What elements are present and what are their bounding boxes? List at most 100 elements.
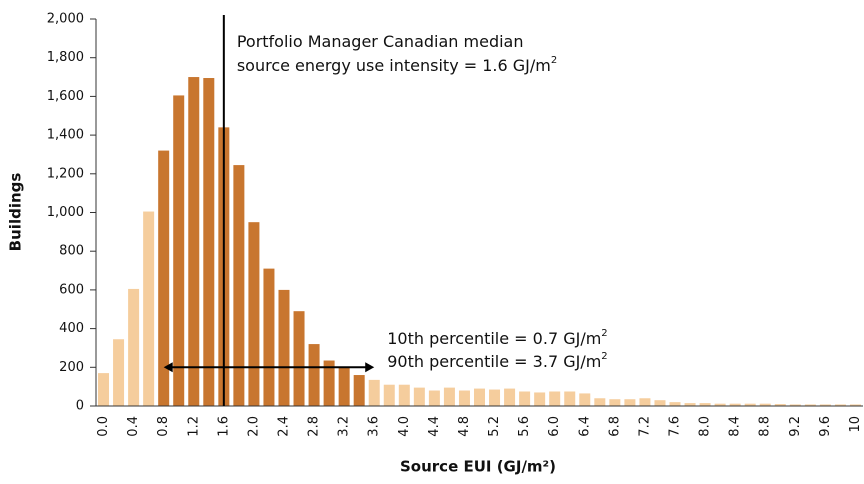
annotation-text: Portfolio Manager Canadian median	[237, 32, 524, 51]
x-tick-label: 9.6	[818, 416, 833, 437]
bar	[819, 404, 831, 406]
bar	[699, 403, 711, 406]
bar	[504, 388, 516, 406]
x-tick-label: 4.0	[397, 416, 412, 437]
bar	[143, 211, 155, 406]
annotation-text: 90th percentile = 3.7 GJ/m	[387, 352, 601, 371]
bar	[98, 373, 110, 406]
bar	[759, 403, 771, 406]
bar	[248, 222, 260, 406]
bar	[624, 399, 636, 406]
x-tick-label: 0.8	[156, 416, 171, 437]
x-tick-label: 2.8	[307, 416, 322, 437]
x-tick-label: 8.4	[728, 416, 743, 437]
bar	[353, 375, 365, 406]
x-axis-label: Source EUI (GJ/m²)	[400, 458, 556, 476]
y-tick-label: 600	[59, 282, 84, 297]
bar	[398, 384, 410, 406]
x-tick-label: 8.8	[758, 416, 773, 437]
bar	[804, 404, 816, 406]
percentile-annotation: 10th percentile = 0.7 GJ/m2	[387, 328, 607, 348]
x-tick-label: 3.2	[337, 416, 352, 437]
x-tick-label: 1.2	[186, 416, 201, 437]
y-tick-label: 2,000	[47, 12, 84, 27]
bar	[714, 403, 726, 406]
x-tick-label: 5.6	[517, 416, 532, 437]
bar	[308, 344, 320, 406]
x-tick-label: 5.2	[487, 416, 502, 437]
bar	[564, 391, 576, 406]
bar	[534, 392, 546, 406]
annotation-text: 10th percentile = 0.7 GJ/m	[387, 329, 601, 348]
x-tick-label: 4.4	[427, 416, 442, 437]
bar	[774, 404, 786, 406]
bar	[834, 404, 846, 406]
x-tick-label: 7.2	[637, 416, 652, 437]
y-axis-label: Buildings	[7, 173, 25, 252]
bar	[338, 367, 350, 406]
bar	[203, 78, 215, 406]
median-annotation: Portfolio Manager Canadian median	[237, 32, 524, 51]
median-annotation: source energy use intensity = 1.6 GJ/m2	[237, 55, 557, 75]
x-tick-label: 3.6	[367, 416, 382, 437]
y-tick-label: 0	[76, 399, 84, 414]
y-tick-label: 800	[59, 244, 84, 259]
bar	[669, 402, 681, 406]
bar	[458, 390, 470, 406]
bar	[188, 77, 200, 407]
bar	[519, 391, 531, 406]
x-tick-label: 1.6	[216, 416, 231, 437]
superscript: 2	[601, 351, 607, 362]
bar	[428, 390, 440, 406]
superscript: 2	[551, 55, 557, 66]
bar	[323, 360, 335, 406]
bar	[744, 403, 756, 406]
bar	[489, 389, 501, 406]
x-tick-label: 7.6	[668, 416, 683, 437]
bar	[443, 387, 455, 406]
annotation-text: source energy use intensity = 1.6 GJ/m	[237, 56, 551, 75]
y-tick-label: 400	[59, 321, 84, 336]
bar	[849, 404, 861, 406]
x-tick-label: 4.8	[457, 416, 472, 437]
x-tick-label: 6.4	[577, 416, 592, 437]
bar	[173, 95, 185, 407]
x-tick-label: 8.0	[698, 416, 713, 437]
bar	[293, 311, 305, 406]
y-tick-label: 1,600	[47, 89, 84, 104]
bar	[609, 399, 621, 406]
arrow-head	[365, 362, 375, 373]
x-tick-label: 2.4	[276, 416, 291, 437]
x-tick-label: 0.0	[96, 416, 111, 437]
bar	[729, 403, 741, 406]
x-tick-label: 10	[848, 416, 863, 433]
bar	[639, 398, 651, 406]
bar	[158, 150, 170, 406]
bar	[579, 393, 591, 406]
bar	[549, 391, 561, 406]
bar	[128, 288, 140, 406]
y-tick-label: 1,000	[47, 205, 84, 220]
y-tick-label: 1,800	[47, 50, 84, 65]
x-tick-label: 0.4	[126, 416, 141, 437]
bar	[383, 384, 395, 406]
y-tick-label: 1,400	[47, 128, 84, 143]
bar	[233, 165, 245, 406]
bar	[789, 404, 801, 406]
x-tick-label: 6.0	[547, 416, 562, 437]
y-tick-label: 200	[59, 360, 84, 375]
bar	[413, 387, 425, 406]
bar	[278, 289, 290, 406]
x-tick-label: 6.8	[607, 416, 622, 437]
percentile-annotation: 90th percentile = 3.7 GJ/m2	[387, 351, 607, 371]
bar	[654, 400, 666, 406]
bar	[263, 268, 275, 406]
bar	[368, 379, 380, 406]
superscript: 2	[601, 328, 607, 339]
x-tick-label: 9.2	[788, 416, 803, 437]
bar	[113, 339, 125, 406]
y-tick-label: 1,200	[47, 166, 84, 181]
bar	[594, 398, 606, 406]
bar	[474, 388, 485, 406]
